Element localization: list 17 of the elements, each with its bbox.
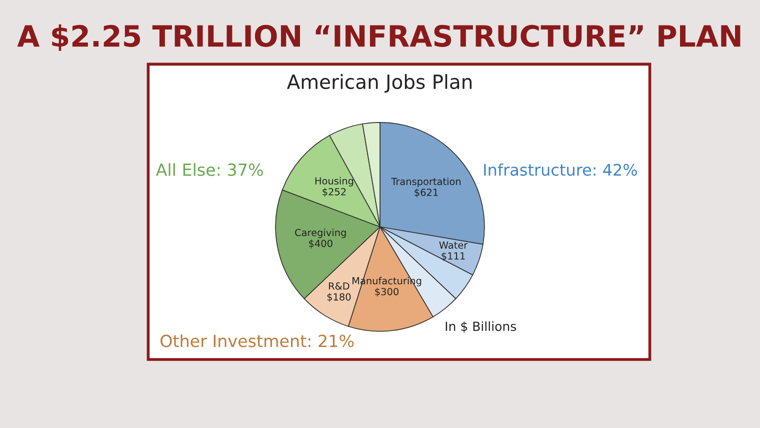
data-label: $621 (414, 188, 438, 198)
text: Infrastructure: 42% (484, 163, 637, 176)
slice-label: R&D (328, 282, 350, 290)
text: In $ Billions (446, 321, 516, 333)
slice-label: Caregiving (295, 228, 346, 238)
slice-label: Water (439, 242, 468, 249)
data-label: $180 (327, 293, 351, 302)
data-label: $111 (442, 252, 465, 261)
data-label: $300 (375, 288, 398, 297)
chart-title: A $2.25 TRILLION “INFRASTRUCTURE” PLAN (17, 24, 740, 51)
data-label: $400 (309, 240, 332, 248)
slice-label: Housing (315, 177, 354, 186)
chart-subtitle: American Jobs Plan (286, 74, 472, 93)
text: Other Investment: 21% (160, 334, 354, 348)
data-label: $252 (322, 188, 346, 197)
slice-label: Transportation (391, 178, 461, 188)
text: All Else: 37% (156, 163, 263, 176)
